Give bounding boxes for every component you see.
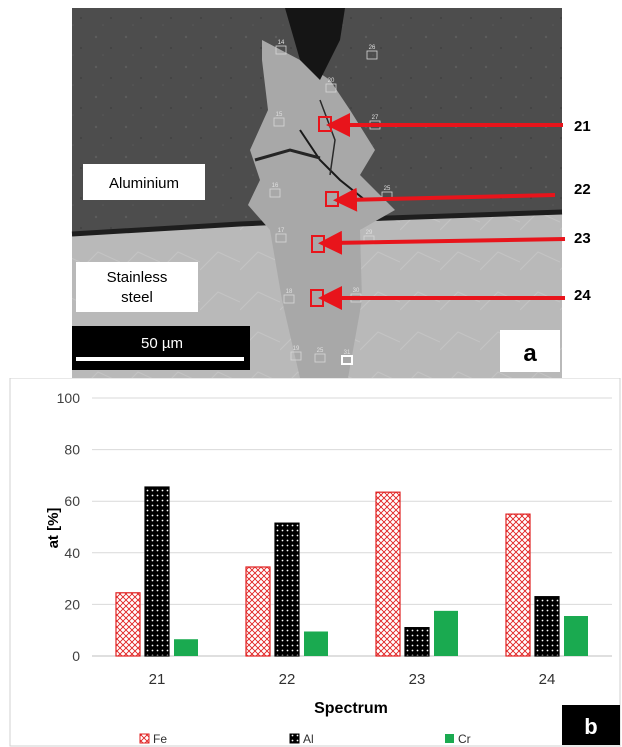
composition-bar-chart: 0 20 40 60 80 100 21 22 23 24 at [%] Spectrum Fe…	[9, 378, 621, 747]
spot-label: 25	[384, 186, 391, 192]
x-axis-label: Spectrum	[314, 700, 388, 717]
spot-label: 20	[328, 78, 335, 84]
spot-label: 19	[293, 346, 300, 352]
sem-micrograph: Aluminium Stainless steel 50 µm a 14 26 20…	[71, 8, 591, 378]
spot-box	[283, 294, 295, 304]
y-tick-label: 100	[57, 390, 81, 406]
legend-label-al: Al	[303, 732, 314, 746]
bar-al-24	[534, 596, 560, 657]
analysis-spots: 14 26 20 15 27 16 25 17 29 18 30 19 25 31	[269, 40, 393, 365]
spot-box	[275, 45, 287, 55]
scale-bar-box	[72, 326, 250, 370]
spot-box	[341, 355, 353, 365]
x-tick-label: 23	[409, 671, 426, 688]
spot-label: 25	[317, 348, 324, 354]
bar-fe-24	[505, 513, 531, 657]
panel-label-b: b	[584, 714, 597, 739]
steel-label-line2: steel	[121, 289, 153, 306]
arrow-label-22: 22	[574, 181, 591, 198]
bar-cr-21	[174, 639, 198, 656]
bar-fe-23	[375, 491, 401, 657]
bar-al-21	[144, 486, 170, 657]
panel-a-box	[500, 330, 560, 372]
spot-label: 26	[369, 45, 376, 51]
bar-al-23	[404, 627, 430, 657]
bar-cr-23	[434, 610, 458, 656]
arrow-23	[318, 230, 566, 255]
spot-label: 17	[278, 228, 285, 234]
panel-label-a: a	[523, 340, 537, 367]
spot-box	[366, 50, 378, 60]
spot-box	[314, 353, 326, 363]
arrow-label-21: 21	[574, 118, 591, 135]
spot-label: 15	[276, 112, 283, 118]
chart-legend: Fe Al Cr	[139, 732, 471, 746]
spot-label: 16	[272, 183, 279, 189]
spot-label: 31	[344, 350, 351, 356]
x-tick-label: 24	[539, 671, 556, 688]
aluminium-label-box	[83, 164, 205, 200]
y-tick-label: 40	[64, 545, 80, 561]
x-tick-label: 22	[279, 671, 296, 688]
spectrum-markers: 21 22 23 24	[310, 113, 591, 310]
steel-label-line1: Stainless	[107, 269, 168, 286]
spot-box	[290, 351, 302, 361]
bar-fe-21	[115, 592, 141, 657]
spot-box	[275, 233, 287, 243]
aluminium-label: Aluminium	[109, 175, 179, 192]
legend-label-fe: Fe	[153, 732, 167, 746]
legend-label-cr: Cr	[458, 732, 471, 746]
y-tick-label: 60	[64, 493, 80, 509]
y-tick-label: 0	[72, 648, 80, 664]
wedge-defect	[285, 8, 345, 80]
legend-swatch-al	[289, 733, 300, 744]
scale-bar	[76, 357, 244, 361]
y-tick-labels: 0 20 40 60 80 100	[57, 390, 81, 664]
x-tick-label: 21	[149, 671, 166, 688]
arrow-label-24: 24	[574, 287, 591, 304]
spot-label: 14	[278, 40, 285, 46]
spot-box	[273, 117, 285, 127]
spot-label: 30	[353, 288, 360, 294]
scale-bar-text: 50 µm	[141, 335, 183, 352]
chart-bars	[115, 486, 588, 657]
panel-b-box	[562, 705, 620, 745]
legend-swatch-cr	[445, 734, 454, 743]
spot-box	[269, 188, 281, 198]
bar-cr-24	[564, 616, 588, 656]
arrow-label-23: 23	[574, 230, 591, 247]
arrow-22	[333, 187, 556, 212]
legend-swatch-fe	[139, 733, 150, 744]
y-tick-label: 80	[64, 442, 80, 458]
x-tick-labels: 21 22 23 24	[149, 671, 556, 688]
bar-fe-22	[245, 566, 271, 657]
spot-label: 18	[286, 289, 293, 295]
bar-cr-22	[304, 631, 328, 656]
spot-label: 27	[372, 115, 379, 121]
y-tick-label: 20	[64, 596, 80, 612]
y-axis-label: at [%]	[45, 508, 62, 549]
bar-al-22	[274, 522, 300, 657]
steel-label-box	[76, 262, 198, 312]
spot-box	[325, 83, 337, 93]
spot-label: 29	[366, 230, 373, 236]
